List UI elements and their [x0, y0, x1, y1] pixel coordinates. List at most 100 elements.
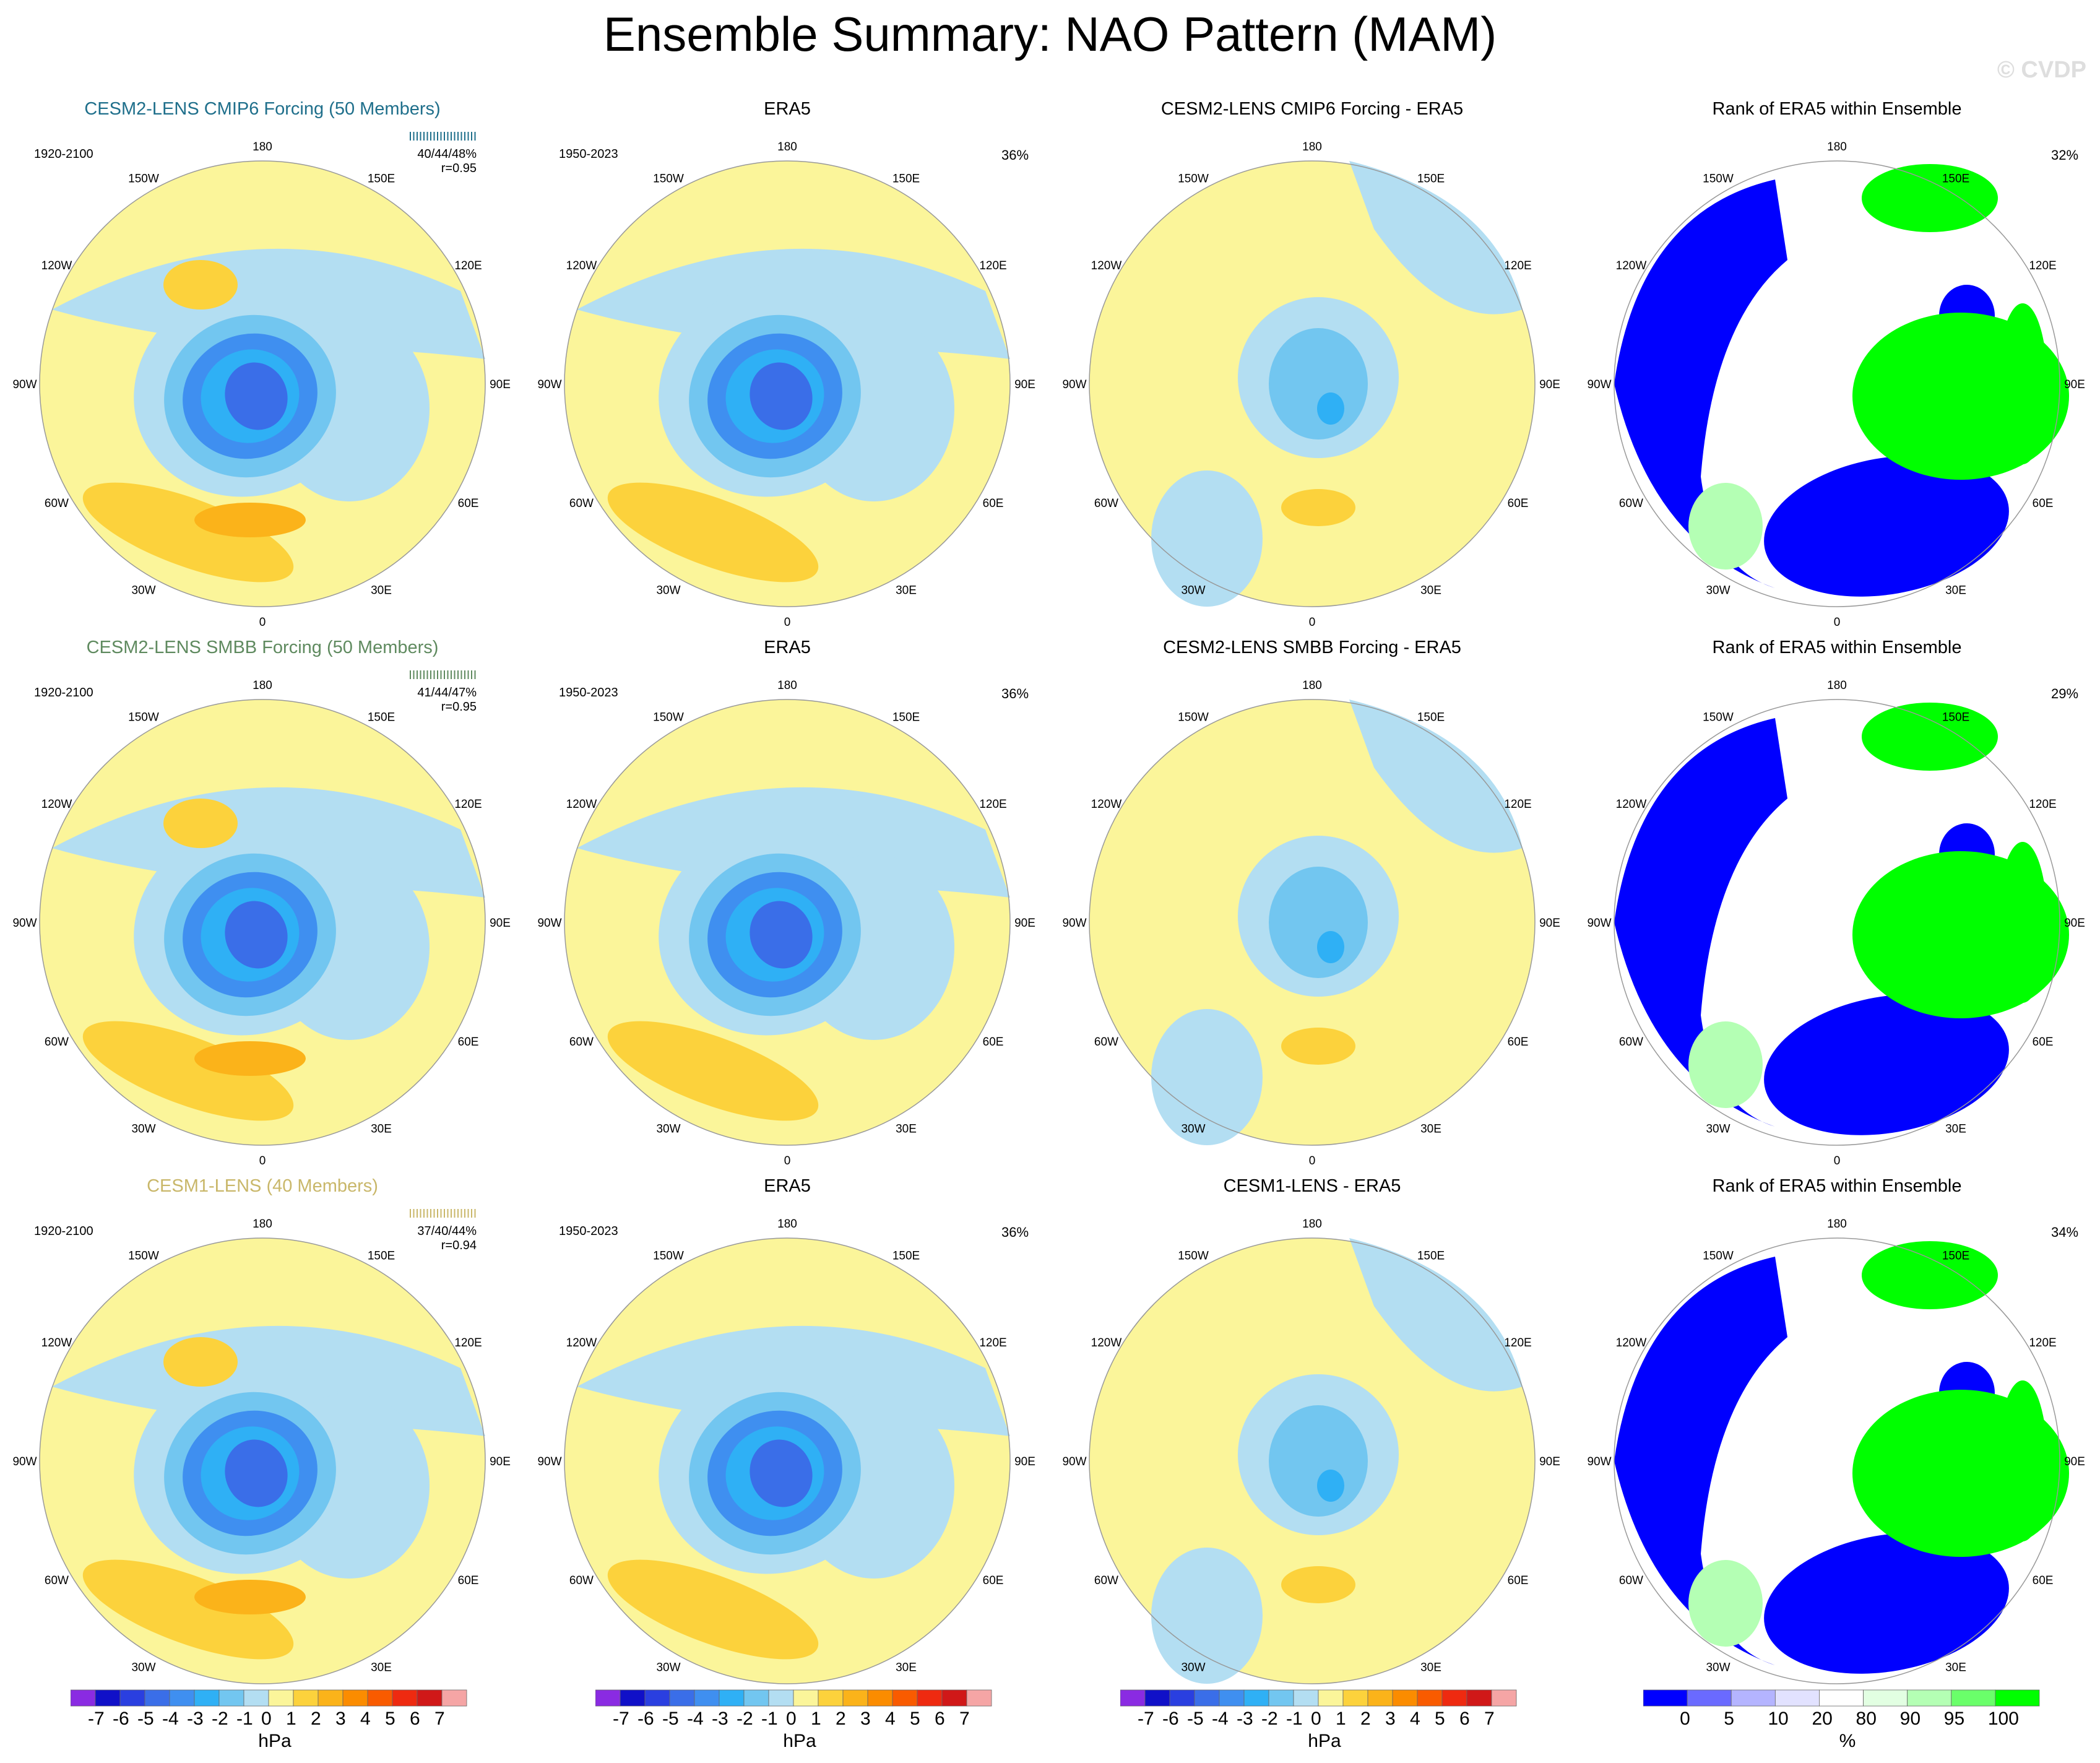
longitude-label: 120E [2029, 798, 2056, 811]
longitude-label: 30E [896, 1661, 917, 1674]
colorbar-tick: 4 [885, 1709, 896, 1729]
colorbar-tick: -4 [1212, 1709, 1229, 1729]
longitude-label: 180 [253, 1218, 272, 1231]
longitude-label: 150E [1417, 172, 1445, 185]
longitude-label: 30E [1420, 584, 1441, 597]
stats-range: 40/44/48% [417, 147, 477, 161]
stats-range: 37/40/44% [417, 1224, 477, 1238]
colorbar-tick: 4 [1410, 1709, 1420, 1729]
longitude-label: 180 [777, 141, 797, 154]
longitude-label: 60E [458, 1036, 479, 1049]
longitude-label: 180 [1302, 679, 1322, 692]
longitude-label: 120E [979, 259, 1006, 272]
colorbar-tick: -6 [1162, 1709, 1179, 1729]
map-panel: ERA5 180 150E 120E 90E 60E 30E 0 30W 60W 90W 120W 15… [525, 631, 1050, 1170]
colorbar-swatch [1342, 1689, 1368, 1707]
longitude-label: 90W [12, 917, 37, 930]
longitude-label: 60W [1619, 497, 1643, 510]
longitude-label: 30E [896, 1123, 917, 1136]
longitude-label: 60E [1508, 1574, 1529, 1587]
colorbar-tick: -2 [1261, 1709, 1278, 1729]
longitude-label: 90E [490, 917, 511, 930]
longitude-label: 150W [1703, 1249, 1734, 1262]
colorbar-swatch [70, 1689, 96, 1707]
colorbar-tick: -5 [662, 1709, 679, 1729]
period-label: 1920-2100 [34, 686, 93, 700]
longitude-label: 30E [1945, 1661, 1966, 1674]
colorbar-swatch [243, 1689, 269, 1707]
longitude-label: 150E [368, 711, 395, 724]
longitude-label: 60E [983, 1036, 1004, 1049]
longitude-label: 120E [979, 1336, 1006, 1349]
colorbar-tick: 1 [1336, 1709, 1346, 1729]
colorbar-tick: 7 [434, 1709, 445, 1729]
colorbar-swatch [1194, 1689, 1220, 1707]
colorbar-tick: 6 [1459, 1709, 1470, 1729]
map-panel: Rank of ERA5 within Ensemble 180 150E 120E 9… [1575, 631, 2099, 1170]
longitude-label: 150W [653, 172, 684, 185]
period-label: 1950-2023 [559, 1224, 618, 1238]
longitude-label: 30W [131, 584, 155, 597]
colorbar-swatch [417, 1689, 443, 1707]
ensemble-stats: 40/44/48% r=0.95 [371, 147, 477, 176]
longitude-label: 90W [1062, 917, 1086, 930]
longitude-label: 90E [2064, 917, 2085, 930]
colorbar-swatches [1120, 1689, 1517, 1707]
colorbar-tick: 0 [1311, 1709, 1321, 1729]
longitude-label: 180 [1827, 141, 1847, 154]
colorbar-swatch [441, 1689, 467, 1707]
colorbar-tick: -5 [1187, 1709, 1204, 1729]
variance-percent: 29% [2051, 686, 2079, 701]
longitude-label: 180 [777, 1218, 797, 1231]
colorbar-swatch [1643, 1689, 1688, 1707]
figure-title: Ensemble Summary: NAO Pattern (MAM) [603, 7, 1497, 61]
longitude-label: 150W [128, 172, 159, 185]
colorbar-swatch [644, 1689, 670, 1707]
longitude-label: 30W [1181, 584, 1205, 597]
colorbar-swatch [595, 1689, 621, 1707]
longitude-label: 120W [1616, 798, 1647, 811]
longitude-label: 30E [371, 584, 392, 597]
longitude-label: 90E [490, 378, 511, 391]
panel-title: Rank of ERA5 within Ensemble [1712, 638, 1962, 657]
map-panel: CESM2-LENS SMBB Forcing - ERA5 180 150E 120… [1050, 631, 1575, 1170]
colorbar-tick: -2 [737, 1709, 753, 1729]
longitude-label: 120E [1504, 1336, 1531, 1349]
longitude-label: 150W [1703, 711, 1734, 724]
longitude-label: 30E [1945, 1123, 1966, 1136]
colorbar-swatch [743, 1689, 769, 1707]
colorbar-swatch [1687, 1689, 1732, 1707]
colorbar-swatch [194, 1689, 220, 1707]
colorbar-tick: -1 [236, 1709, 253, 1729]
longitude-label: 150W [1178, 711, 1209, 724]
colorbar-tick: 5 [385, 1709, 395, 1729]
longitude-label: 30E [1945, 584, 1966, 597]
colorbar-swatch [1219, 1689, 1245, 1707]
colorbar-tick: -3 [1237, 1709, 1253, 1729]
colorbar-swatch [1243, 1689, 1269, 1707]
colorbar-tick: 4 [360, 1709, 371, 1729]
colorbar-tick: 7 [959, 1709, 970, 1729]
longitude-label: 120E [1504, 259, 1531, 272]
colorbar-tick: 2 [311, 1709, 321, 1729]
longitude-label: 150W [1178, 1249, 1209, 1262]
longitude-label: 180 [777, 679, 797, 692]
colorbar-swatch [218, 1689, 244, 1707]
colorbar-tick: 6 [935, 1709, 945, 1729]
map-panel: CESM1-LENS (40 Members) 180 150E 120E 90E 60E… [0, 1170, 525, 1709]
longitude-label: 150E [368, 172, 395, 185]
longitude-label: 150W [1703, 172, 1734, 185]
colorbar-swatch [1819, 1689, 1864, 1707]
longitude-label: 60E [2033, 1574, 2054, 1587]
colorbar-tick: -1 [761, 1709, 778, 1729]
colorbar-swatch [1120, 1689, 1146, 1707]
panel-title: ERA5 [764, 1176, 811, 1196]
longitude-label: 150E [1942, 172, 1969, 185]
longitude-label: 30W [1181, 1123, 1205, 1136]
colorbar-swatch [1318, 1689, 1344, 1707]
